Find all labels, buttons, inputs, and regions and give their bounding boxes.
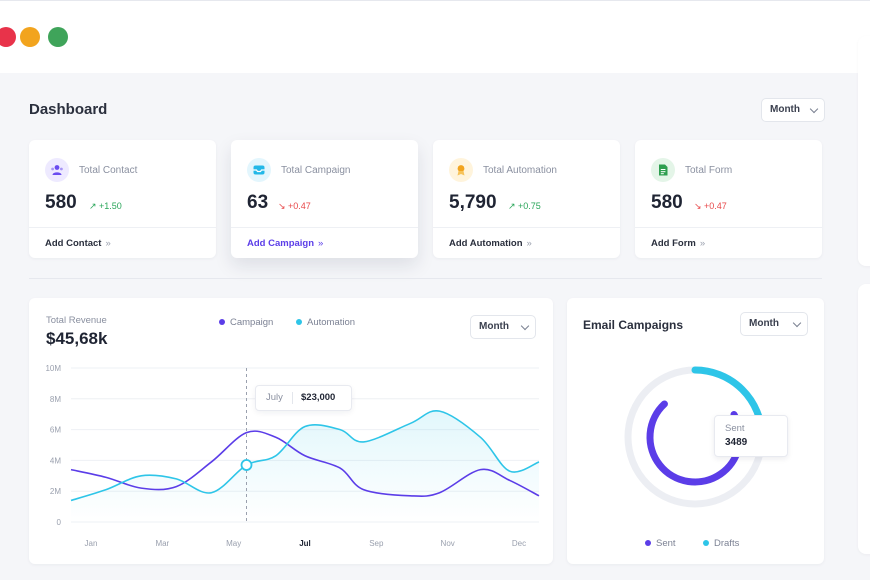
card-value: 580 — [651, 192, 683, 213]
chevron-down-icon — [809, 104, 819, 114]
card-divider — [231, 227, 418, 228]
card-value: 63 — [247, 192, 269, 213]
email-campaigns-panel: Email Campaigns Month Sent 3489 Sent Dra… — [567, 298, 824, 564]
window-maximize-button[interactable] — [48, 27, 68, 47]
revenue-period-select[interactable]: Month — [470, 315, 536, 339]
add-contact-label: Add Contact — [45, 238, 102, 249]
legend-sent-label: Sent — [656, 538, 676, 549]
legend-campaign: Campaign — [219, 317, 273, 328]
highlight-point — [240, 459, 253, 471]
x-tick-label: Nov — [441, 539, 455, 548]
title-bar — [0, 0, 870, 73]
badge-icon — [449, 158, 473, 182]
period-select-value: Month — [770, 104, 800, 115]
legend-drafts-label: Drafts — [714, 538, 740, 549]
card-label: Total Form — [685, 165, 733, 176]
revenue-label: Total Revenue — [46, 315, 107, 326]
double-chevron-right-icon: » — [526, 238, 532, 249]
card-value: 580 — [45, 192, 77, 213]
card-divider — [433, 227, 620, 228]
campaign-dot-icon — [219, 319, 225, 326]
legend-automation: Automation — [296, 317, 355, 328]
add-campaign-label: Add Campaign — [247, 238, 315, 249]
inbox-icon — [247, 158, 271, 182]
email-period-select[interactable]: Month — [740, 312, 808, 336]
y-tick-label: 8M — [50, 395, 61, 404]
automation-area — [71, 410, 539, 522]
card-label: Total Contact — [79, 165, 138, 176]
x-tick-label: Dec — [512, 539, 526, 548]
window-close-button[interactable] — [0, 27, 16, 47]
card-divider — [635, 227, 822, 228]
tooltip-sep — [292, 392, 293, 404]
card-change: ↘ +0.47 — [694, 201, 727, 211]
email-period-value: Month — [749, 318, 779, 329]
series-line-campaign — [70, 430, 540, 498]
revenue-period-value: Month — [479, 321, 509, 332]
chart-tooltip: July $23,000 — [255, 385, 352, 411]
add-automation-link[interactable]: Add Automation» — [449, 238, 532, 249]
side-panel-bottom — [858, 284, 870, 554]
donut-tooltip-value: 3489 — [725, 437, 748, 448]
y-tick-label: 4M — [50, 456, 61, 465]
double-chevron-right-icon: » — [699, 238, 706, 249]
add-form-label: Add Form — [651, 238, 696, 249]
legend-sent: Sent — [645, 538, 676, 549]
card-change: ↗ +1.50 — [89, 201, 122, 211]
legend-drafts: Drafts — [703, 538, 739, 549]
double-chevron-right-icon: » — [318, 238, 324, 249]
y-tick-label: 2M — [50, 487, 61, 496]
period-select[interactable]: Month — [761, 98, 825, 122]
users-icon — [45, 158, 69, 182]
series-line-automation — [70, 409, 540, 502]
tooltip-value: $23,000 — [301, 392, 336, 403]
card-value: 5,790 — [449, 192, 497, 213]
drafts-dot-icon — [703, 540, 709, 547]
sent-dot-icon — [645, 540, 651, 547]
section-divider — [29, 278, 822, 279]
x-tick-label: Jan — [85, 539, 98, 548]
card-change: ↘ +0.47 — [278, 201, 311, 211]
side-panel-top — [858, 36, 870, 266]
card-label: Total Campaign — [281, 165, 351, 176]
stat-card-automation: Total Automation 5,790 ↗ +0.75 Add Autom… — [433, 140, 620, 258]
stat-card-campaign: Total Campaign 63 ↘ +0.47 Add Campaign» — [231, 140, 418, 258]
y-tick-label: 0 — [57, 518, 62, 527]
automation-dot-icon — [296, 319, 302, 326]
legend-campaign-label: Campaign — [230, 317, 274, 328]
sheet-icon — [651, 158, 675, 182]
card-change: ↗ +0.75 — [508, 201, 541, 211]
add-campaign-link[interactable]: Add Campaign» — [247, 238, 323, 249]
legend-automation-label: Automation — [307, 317, 356, 328]
stat-card-contact: Total Contact 580 ↗ +1.50 Add Contact» — [29, 140, 216, 258]
card-divider — [29, 227, 216, 228]
x-tick-label: Mar — [155, 539, 169, 548]
add-contact-link[interactable]: Add Contact» — [45, 238, 111, 249]
revenue-panel: Total Revenue $45,68k Campaign Automatio… — [29, 298, 553, 564]
email-panel-title: Email Campaigns — [583, 318, 684, 332]
window-minimize-button[interactable] — [20, 27, 40, 47]
add-automation-label: Add Automation — [449, 238, 523, 249]
card-label: Total Automation — [483, 165, 557, 176]
page-title: Dashboard — [29, 101, 108, 118]
double-chevron-right-icon: » — [105, 238, 111, 249]
x-tick-label: May — [226, 539, 241, 548]
donut-tooltip-label: Sent — [725, 423, 745, 434]
revenue-value: $45,68k — [46, 329, 108, 348]
y-tick-label: 6M — [50, 426, 61, 435]
tooltip-month: July — [266, 392, 283, 403]
add-form-link[interactable]: Add Form» — [651, 238, 705, 249]
stat-card-form: Total Form 580 ↘ +0.47 Add Form» — [635, 140, 822, 258]
x-tick-label: Sep — [369, 539, 384, 548]
x-tick-label: Jul — [299, 539, 311, 548]
revenue-line-chart: 0 2M 4M 6M 8M 10M Jan Mar May Jul Sep Nov Dec — [45, 364, 540, 548]
donut-tooltip: Sent 3489 — [714, 415, 788, 457]
y-tick-label: 10M — [45, 364, 61, 373]
